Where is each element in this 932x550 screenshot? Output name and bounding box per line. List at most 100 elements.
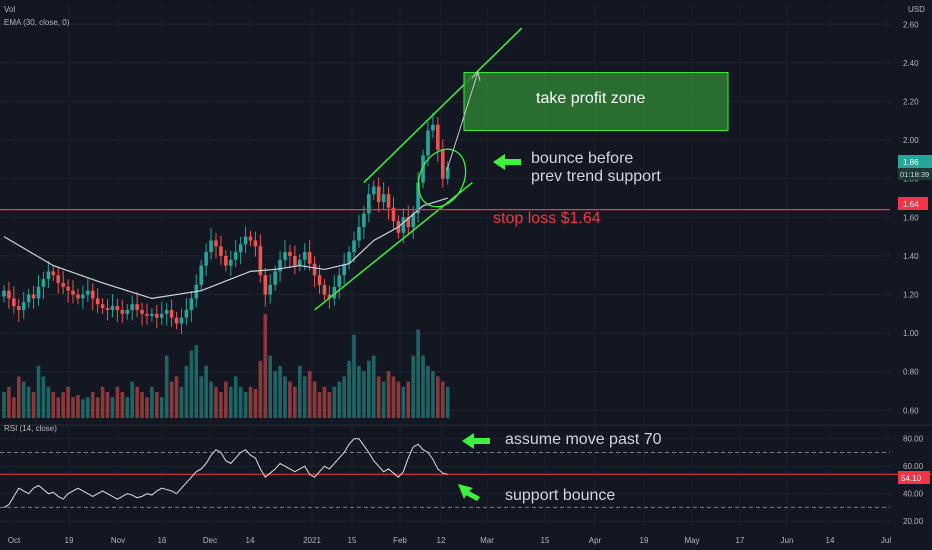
trend-resistance-line — [363, 27, 523, 184]
volume-bar — [21, 381, 26, 418]
rsi-tick-label: 40.00 — [903, 490, 924, 499]
volume-bar — [125, 397, 130, 418]
volume-bar — [194, 345, 199, 418]
x-tick-label: Jun — [781, 536, 794, 545]
candle-body — [66, 286, 70, 291]
volume-bar — [391, 376, 396, 418]
candle-body — [298, 259, 302, 266]
volume-bar — [416, 329, 420, 418]
candle-body — [307, 252, 312, 264]
rsi-line — [3, 438, 448, 508]
volume-bar — [298, 366, 302, 418]
candle-body — [273, 271, 277, 285]
volume-bar — [278, 366, 282, 418]
candle-body — [322, 284, 327, 295]
candle-body — [263, 275, 268, 295]
last-price-badge — [898, 155, 932, 168]
volume-bar — [204, 366, 208, 418]
candle-body — [426, 130, 430, 156]
candle-body — [120, 309, 125, 314]
rsi-pane — [0, 438, 932, 508]
candle-body — [228, 259, 233, 266]
candle-body — [248, 236, 253, 241]
ema-line — [3, 197, 448, 300]
volume-bar — [283, 376, 287, 418]
volume-bar — [431, 371, 435, 418]
volume-bar — [7, 386, 11, 418]
volume-bar — [140, 392, 144, 418]
volume-bar — [120, 392, 125, 418]
volume-bar — [66, 386, 70, 418]
volume-bar — [155, 392, 159, 418]
candle-body — [406, 217, 411, 227]
candle-body — [115, 306, 120, 310]
candle-body — [401, 217, 406, 233]
candle-body — [293, 255, 297, 266]
candle-body — [209, 240, 213, 253]
volume-bar — [2, 392, 6, 418]
candle-body — [416, 182, 420, 214]
candle-body — [100, 304, 105, 309]
candle-body — [224, 255, 228, 266]
candle-body — [174, 317, 179, 324]
candle-body — [327, 294, 332, 299]
price-tick-label: 2.20 — [903, 98, 919, 107]
volume-bar — [46, 386, 51, 418]
candle-body — [219, 246, 223, 256]
candle-body — [130, 304, 134, 310]
volume-bar — [31, 392, 36, 418]
volume-bar — [357, 366, 361, 418]
price-tick-label: 1.00 — [903, 329, 919, 338]
volume-bar — [16, 376, 21, 418]
candle-body — [214, 240, 218, 247]
candle-body — [46, 271, 51, 280]
candle-body — [81, 294, 85, 299]
volume-bar — [440, 381, 445, 418]
volume-bar — [61, 392, 65, 418]
volume-bar — [381, 381, 386, 418]
volume-bar — [312, 381, 317, 418]
x-tick-label: 19 — [65, 536, 74, 545]
candle-body — [253, 240, 258, 247]
x-tick-label: Dec — [203, 536, 217, 545]
candle-body — [288, 252, 292, 256]
candle-body — [105, 308, 110, 310]
volume-bar — [41, 376, 46, 418]
volume-bar — [253, 388, 258, 418]
price-tick-label: 2.00 — [903, 136, 919, 145]
volume-bar — [214, 386, 218, 418]
volume-bar — [243, 392, 248, 418]
volume-bar — [337, 381, 342, 418]
stop-loss-label: stop loss $1.64 — [493, 210, 601, 227]
ema-path — [3, 197, 448, 300]
rsi-support-arrow — [458, 484, 480, 501]
candle-body — [7, 290, 11, 299]
volume-bar — [436, 376, 440, 418]
stop-price-text: 1.64 — [903, 200, 919, 209]
volume-bar — [56, 397, 61, 418]
volume-bar — [189, 350, 194, 418]
legend-rsi: RSI (14, close) — [4, 424, 57, 433]
projection-arrowhead — [471, 71, 481, 82]
candle-body — [445, 167, 450, 179]
volume-bar — [90, 392, 95, 418]
price-tick-label: 2.60 — [903, 20, 919, 29]
countdown-badge — [898, 168, 932, 180]
currency-label: USD — [908, 5, 925, 14]
candle-body — [440, 149, 445, 179]
candle-body — [21, 302, 26, 310]
volume-bar — [445, 386, 450, 418]
volume-bar — [199, 376, 203, 418]
volume-bar — [233, 376, 238, 418]
candle-body — [12, 298, 16, 307]
volume-bar — [86, 397, 90, 418]
candle-body — [41, 279, 46, 287]
volume-bar — [174, 376, 179, 418]
volume-bar — [110, 397, 115, 418]
volume-bar — [421, 355, 425, 418]
volume-bar — [115, 386, 120, 418]
volume-bar — [426, 366, 430, 418]
volume-bars — [2, 314, 450, 418]
volume-bar — [268, 355, 273, 418]
